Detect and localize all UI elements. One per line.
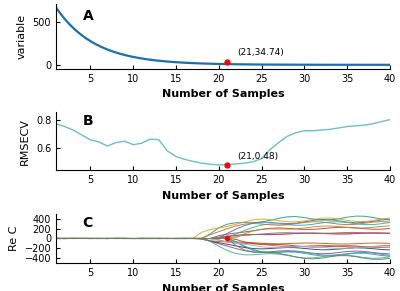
Y-axis label: Re C: Re C <box>9 226 19 251</box>
X-axis label: Number of Samples: Number of Samples <box>162 284 284 291</box>
Y-axis label: variable: variable <box>17 14 27 59</box>
Y-axis label: RMSECV: RMSECV <box>20 118 30 165</box>
X-axis label: Number of Samples: Number of Samples <box>162 89 284 99</box>
Text: C: C <box>83 216 93 230</box>
Text: B: B <box>83 114 93 128</box>
Text: A: A <box>83 9 94 23</box>
Text: (21,0.48): (21,0.48) <box>238 152 279 161</box>
Text: (21,34.74): (21,34.74) <box>238 48 284 57</box>
X-axis label: Number of Samples: Number of Samples <box>162 191 284 201</box>
